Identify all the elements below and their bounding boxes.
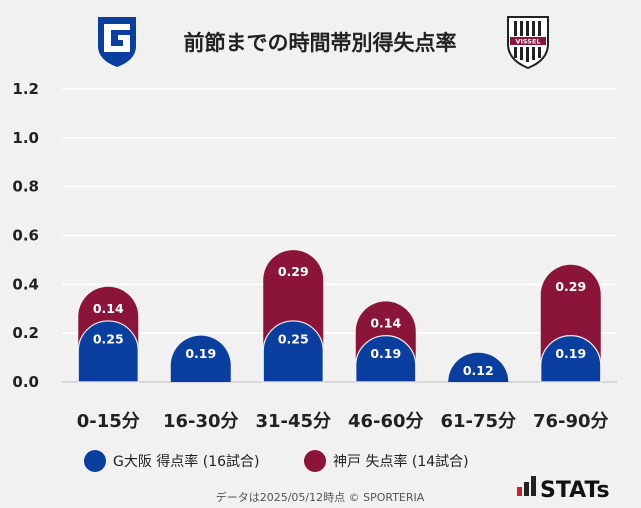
y-tick-label: 0.0: [12, 373, 39, 391]
x-tick-label: 31-45分: [255, 411, 331, 432]
stats-bars-icon: [517, 476, 536, 496]
bar-gamba-score-rate: [540, 335, 602, 383]
data-label-kobe: 0.14: [93, 301, 124, 316]
x-tick-label: 16-30分: [163, 411, 239, 432]
x-tick-label: 0-15分: [77, 411, 140, 432]
data-label-gamba: 0.19: [185, 346, 216, 361]
y-tick-label: 0.2: [12, 324, 39, 342]
data-label-kobe: 0.14: [370, 315, 401, 330]
bar-gamba-score-rate: [262, 320, 324, 383]
bars: 0.25 0.14 0.19 0.25 0.29 0.19 0.14 0.12 0.19 0.29: [77, 250, 602, 383]
bar-gamba-score-rate: [77, 320, 139, 383]
vissel-kobe-crest-icon: VISSEL: [507, 16, 549, 70]
legend-label-kobe: 神戸 失点率 (14試合): [333, 453, 469, 470]
x-axis: 0-15分 16-30分 31-45分 46-60分 61-75分 76-90分: [77, 411, 609, 432]
legend-swatch-kobe: [304, 450, 326, 472]
bar-gamba-score-rate: [355, 335, 417, 383]
chart-title: 前節までの時間帯別得失点率: [184, 31, 457, 55]
legend-label-gamba: G大阪 得点率 (16試合): [113, 453, 260, 470]
y-tick-label: 1.0: [12, 129, 39, 147]
bar-gamba-score-rate: [170, 335, 231, 382]
vissel-crest-text: VISSEL: [515, 38, 540, 46]
data-label-kobe: 0.29: [278, 264, 309, 279]
stats-brand: STATs: [540, 478, 610, 503]
gridlines: [62, 88, 617, 383]
y-tick-label: 0.8: [12, 178, 39, 196]
x-tick-label: 76-90分: [533, 411, 609, 432]
data-label-kobe: 0.29: [555, 279, 586, 294]
data-label-gamba: 0.19: [555, 346, 586, 361]
y-tick-label: 0.4: [12, 275, 39, 293]
legend: G大阪 得点率 (16試合) 神戸 失点率 (14試合): [84, 450, 469, 472]
bar-gamba-score-rate: [448, 352, 509, 382]
y-tick-label: 0.6: [12, 227, 39, 245]
gamba-osaka-crest-icon: [98, 17, 136, 67]
x-tick-label: 61-75分: [440, 411, 516, 432]
y-axis: 0.0 0.2 0.4 0.6 0.8 1.0 1.2: [12, 80, 39, 391]
data-label-gamba: 0.25: [278, 332, 309, 347]
x-tick-label: 46-60分: [348, 411, 424, 432]
data-label-gamba: 0.12: [463, 363, 494, 378]
footer-note: データは2025/05/12時点 © SPORTERIA: [216, 490, 425, 504]
data-label-gamba: 0.19: [370, 346, 401, 361]
data-label-gamba: 0.25: [93, 332, 124, 347]
y-tick-label: 1.2: [12, 80, 39, 98]
legend-swatch-gamba: [84, 450, 106, 472]
